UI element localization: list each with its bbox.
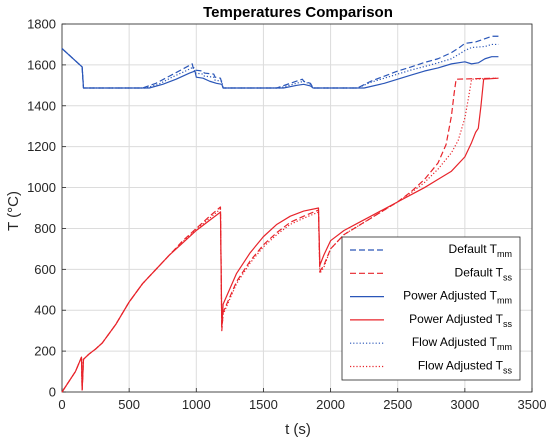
x-tick-label: 500	[118, 397, 140, 412]
x-tick-label: 3500	[518, 397, 547, 412]
legend-subscript: ss	[503, 366, 513, 376]
x-tick-label: 2500	[383, 397, 412, 412]
y-tick-label: 1600	[27, 57, 56, 72]
legend-subscript: ss	[503, 319, 513, 329]
legend-subscript: mm	[497, 296, 512, 306]
x-tick-label: 2000	[316, 397, 345, 412]
x-tick-label: 0	[58, 397, 65, 412]
y-axis-label: T (°C)	[5, 191, 22, 231]
legend-label: Default T	[449, 242, 498, 256]
y-axis-ticks: 0 200 400 600 800 1000 1200 1400 1600 1800	[27, 17, 66, 400]
series-line-2	[61, 48, 499, 89]
y-tick-label: 800	[34, 221, 56, 236]
legend-entry: Flow Adjusted Tmm	[412, 335, 512, 352]
x-axis-label: t (s)	[285, 421, 311, 438]
legend-label: Flow Adjusted T	[418, 359, 504, 373]
y-tick-label: 1800	[27, 17, 56, 32]
legend-box	[341, 236, 521, 381]
series-lines	[61, 35, 499, 393]
series-line-5	[61, 77, 499, 393]
y-tick-label: 0	[49, 385, 56, 400]
legend-label: Default T	[455, 265, 504, 279]
legend-entry: Power Adjusted Tmm	[403, 289, 512, 306]
x-tick-label: 3000	[450, 397, 479, 412]
legend-subscript: mm	[497, 249, 512, 259]
legend-label: Power Adjusted T	[409, 312, 504, 326]
y-tick-label: 200	[34, 344, 56, 359]
x-axis-ticks: 0 500 1000 1500 2000 2500 3000 3500	[58, 388, 546, 412]
x-tick-label: 1000	[182, 397, 211, 412]
y-tick-label: 1200	[27, 139, 56, 154]
legend-entry: Power Adjusted Tss	[409, 312, 512, 329]
y-tick-label: 1400	[27, 98, 56, 113]
legend-entry: Default Tmm	[449, 242, 512, 259]
x-tick-label: 1500	[249, 397, 278, 412]
legend-subscript: ss	[503, 272, 513, 282]
series-line-0	[61, 35, 499, 89]
legend-subscript: mm	[497, 342, 512, 352]
series-line-4	[61, 43, 499, 89]
legend-label: Flow Adjusted T	[412, 335, 498, 349]
y-tick-label: 400	[34, 303, 56, 318]
series-line-3	[61, 77, 499, 393]
legend-label: Power Adjusted T	[403, 289, 498, 303]
legend-entry: Flow Adjusted Tss	[418, 359, 513, 376]
y-tick-label: 600	[34, 262, 56, 277]
chart-title: Temperatures Comparison	[203, 4, 393, 21]
plot-area	[61, 23, 533, 393]
y-tick-label: 1000	[27, 180, 56, 195]
legend-entry: Default Tss	[455, 265, 513, 282]
